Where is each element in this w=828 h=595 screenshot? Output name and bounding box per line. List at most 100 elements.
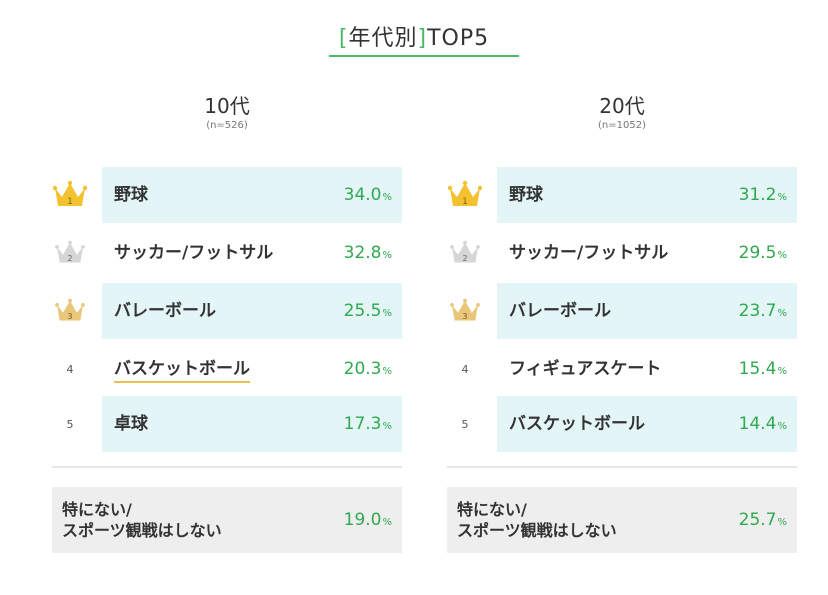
- divider: [52, 466, 402, 468]
- column-header: 10代 (n=526): [52, 93, 402, 133]
- value-number: 31.2: [738, 185, 777, 205]
- none-row: 特にない/ スポーツ観戦はしない 19.0%: [52, 487, 402, 553]
- rank-badge: 5: [447, 396, 483, 452]
- column-sample-size: (n=1052): [598, 120, 646, 131]
- row-cell: 卓球 17.3%: [102, 396, 402, 452]
- table-row: 1 野球 34.0%: [52, 167, 402, 223]
- value-label: 17.3%: [344, 396, 392, 455]
- none-label-line1: 特にない/: [457, 500, 527, 519]
- row-cell: バスケットボール 14.4%: [497, 396, 797, 452]
- value-label: 31.2%: [739, 167, 787, 226]
- none-value: 19.0%: [344, 487, 392, 556]
- category-label: フィギュアスケート: [509, 359, 662, 379]
- value-number: 23.7: [738, 301, 777, 321]
- value-number: 14.4: [738, 414, 777, 434]
- crown-gold-icon: 1: [447, 167, 483, 223]
- value-unit: %: [382, 366, 392, 377]
- table-row: 2 サッカー/フットサル 29.5%: [447, 225, 797, 281]
- rank-badge: 4: [52, 341, 88, 397]
- value-label: 23.7%: [739, 283, 787, 342]
- rank-number: 3: [463, 312, 468, 321]
- column-title: 10代: [204, 94, 250, 118]
- value-unit: %: [777, 517, 787, 528]
- table-row: 2 サッカー/フットサル 32.8%: [52, 225, 402, 281]
- value-label: 29.5%: [739, 225, 787, 284]
- column-sample-size: (n=526): [206, 120, 248, 131]
- value-number: 34.0: [343, 185, 382, 205]
- crown-silver-icon: 2: [447, 225, 483, 281]
- value-number: 25.5: [343, 301, 382, 321]
- value-number: 32.8: [343, 243, 382, 263]
- rank-number: 4: [66, 362, 74, 376]
- crown-gold-icon: 1: [52, 167, 88, 223]
- value-label: 20.3%: [344, 341, 392, 400]
- value-number: 29.5: [738, 243, 777, 263]
- page-title: [年代別]TOP5: [0, 20, 828, 52]
- value-unit: %: [777, 192, 787, 203]
- none-value: 25.7%: [739, 487, 787, 556]
- row-cell: フィギュアスケート 15.4%: [497, 341, 797, 397]
- category-label: バスケットボール: [509, 414, 645, 434]
- none-label: 特にない/ スポーツ観戦はしない: [62, 499, 222, 541]
- category-label: サッカー/フットサル: [114, 243, 274, 263]
- category-label: 野球: [114, 185, 148, 205]
- value-unit: %: [777, 308, 787, 319]
- none-row: 特にない/ スポーツ観戦はしない 25.7%: [447, 487, 797, 553]
- row-cell: サッカー/フットサル 32.8%: [102, 225, 402, 281]
- value-unit: %: [382, 250, 392, 261]
- none-label-line1: 特にない/: [62, 500, 132, 519]
- row-cell: バレーボール 23.7%: [497, 283, 797, 339]
- category-label: 卓球: [114, 414, 148, 434]
- row-cell: バスケットボール 20.3%: [102, 341, 402, 397]
- rank-number: 1: [462, 197, 468, 207]
- value-number: 17.3: [343, 414, 382, 434]
- table-row: 3 バレーボール 23.7%: [447, 283, 797, 339]
- value-label: 32.8%: [344, 225, 392, 284]
- value-number: 19.0: [343, 510, 382, 530]
- row-cell: 野球 34.0%: [102, 167, 402, 223]
- rank-badge: 5: [52, 396, 88, 452]
- value-number: 15.4: [738, 359, 777, 379]
- value-label: 14.4%: [739, 396, 787, 455]
- value-unit: %: [777, 421, 787, 432]
- category-label: 野球: [509, 185, 543, 205]
- row-cell: サッカー/フットサル 29.5%: [497, 225, 797, 281]
- category-label: バスケットボール: [114, 358, 250, 383]
- value-unit: %: [382, 517, 392, 528]
- value-unit: %: [382, 308, 392, 319]
- rank-number: 3: [68, 312, 73, 321]
- column-header: 20代 (n=1052): [447, 93, 797, 133]
- rank-number: 1: [67, 197, 73, 207]
- title-bracket-open: [: [338, 26, 349, 51]
- rank-number: 2: [463, 254, 468, 263]
- none-label-line2: スポーツ観戦はしない: [457, 521, 617, 540]
- category-label: サッカー/フットサル: [509, 243, 669, 263]
- none-label: 特にない/ スポーツ観戦はしない: [457, 499, 617, 541]
- rank-number: 5: [66, 417, 74, 431]
- title-bracket-close: ]: [417, 26, 428, 51]
- table-row: 3 バレーボール 25.5%: [52, 283, 402, 339]
- table-row: 1 野球 31.2%: [447, 167, 797, 223]
- value-number: 25.7: [738, 510, 777, 530]
- table-row: 5 卓球 17.3%: [52, 396, 402, 452]
- category-label: バレーボール: [114, 301, 216, 321]
- rank-badge: 4: [447, 341, 483, 397]
- table-row: 4 バスケットボール 20.3%: [52, 341, 402, 397]
- crown-bronze-icon: 3: [447, 283, 483, 339]
- table-row: 4 フィギュアスケート 15.4%: [447, 341, 797, 397]
- crown-bronze-icon: 3: [52, 283, 88, 339]
- row-cell: バレーボール 25.5%: [102, 283, 402, 339]
- row-cell: 野球 31.2%: [497, 167, 797, 223]
- table-row: 5 バスケットボール 14.4%: [447, 396, 797, 452]
- value-unit: %: [382, 192, 392, 203]
- column-title: 20代: [599, 94, 645, 118]
- rank-number: 5: [461, 417, 469, 431]
- title-bracket-text: 年代別: [348, 26, 418, 51]
- crown-silver-icon: 2: [52, 225, 88, 281]
- none-label-line2: スポーツ観戦はしない: [62, 521, 222, 540]
- value-number: 20.3: [343, 359, 382, 379]
- rank-number: 4: [461, 362, 469, 376]
- value-label: 15.4%: [739, 341, 787, 400]
- value-label: 34.0%: [344, 167, 392, 226]
- title-underline: [329, 55, 519, 57]
